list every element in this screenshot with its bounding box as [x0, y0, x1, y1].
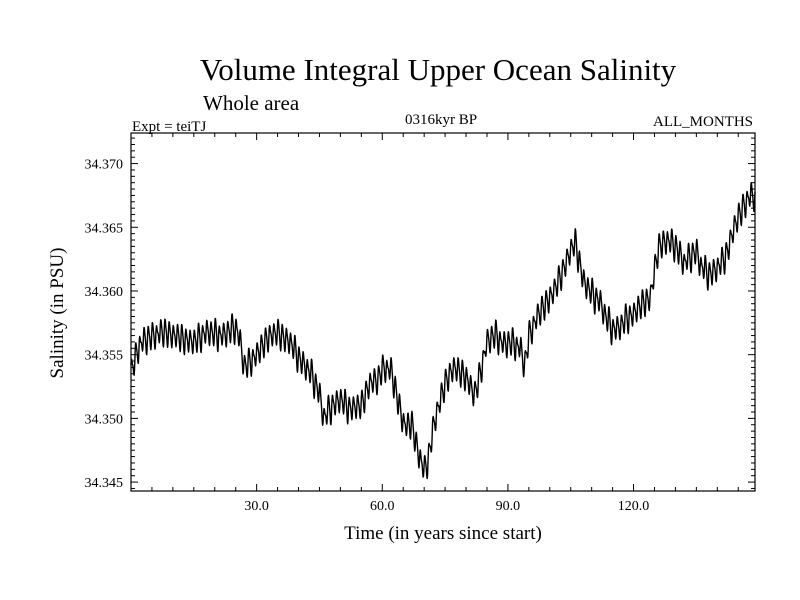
y-tick-label: 34.365	[85, 221, 124, 236]
y-tick-label: 34.360	[85, 285, 124, 300]
y-tick-label: 34.355	[85, 349, 124, 364]
x-tick-label: 90.0	[496, 499, 521, 514]
chart-subtitle: Whole area	[203, 91, 300, 115]
chart-title: Volume Integral Upper Ocean Salinity	[200, 52, 677, 87]
months-label: ALL_MONTHS	[653, 114, 753, 130]
x-axis: 30.0 60.0 90.0 120.0	[151, 133, 739, 514]
y-axis-label: Salinity (in PSU)	[47, 248, 68, 379]
plot-frame	[130, 132, 756, 492]
y-axis: 34.345 34.350 34.355 34.360 34.365 34.370	[85, 137, 755, 491]
y-tick-label: 34.370	[85, 158, 124, 173]
x-axis-label: Time (in years since start)	[344, 523, 542, 544]
period-label: 0316kyr BP	[405, 112, 477, 128]
experiment-label: Expt = teiTJ	[132, 119, 206, 135]
y-tick-label: 34.345	[85, 476, 124, 491]
x-tick-label: 120.0	[618, 499, 650, 514]
x-tick-label: 30.0	[244, 499, 269, 514]
x-tick-label: 60.0	[370, 499, 395, 514]
salinity-series-line	[130, 182, 756, 480]
y-tick-label: 34.350	[85, 412, 124, 427]
